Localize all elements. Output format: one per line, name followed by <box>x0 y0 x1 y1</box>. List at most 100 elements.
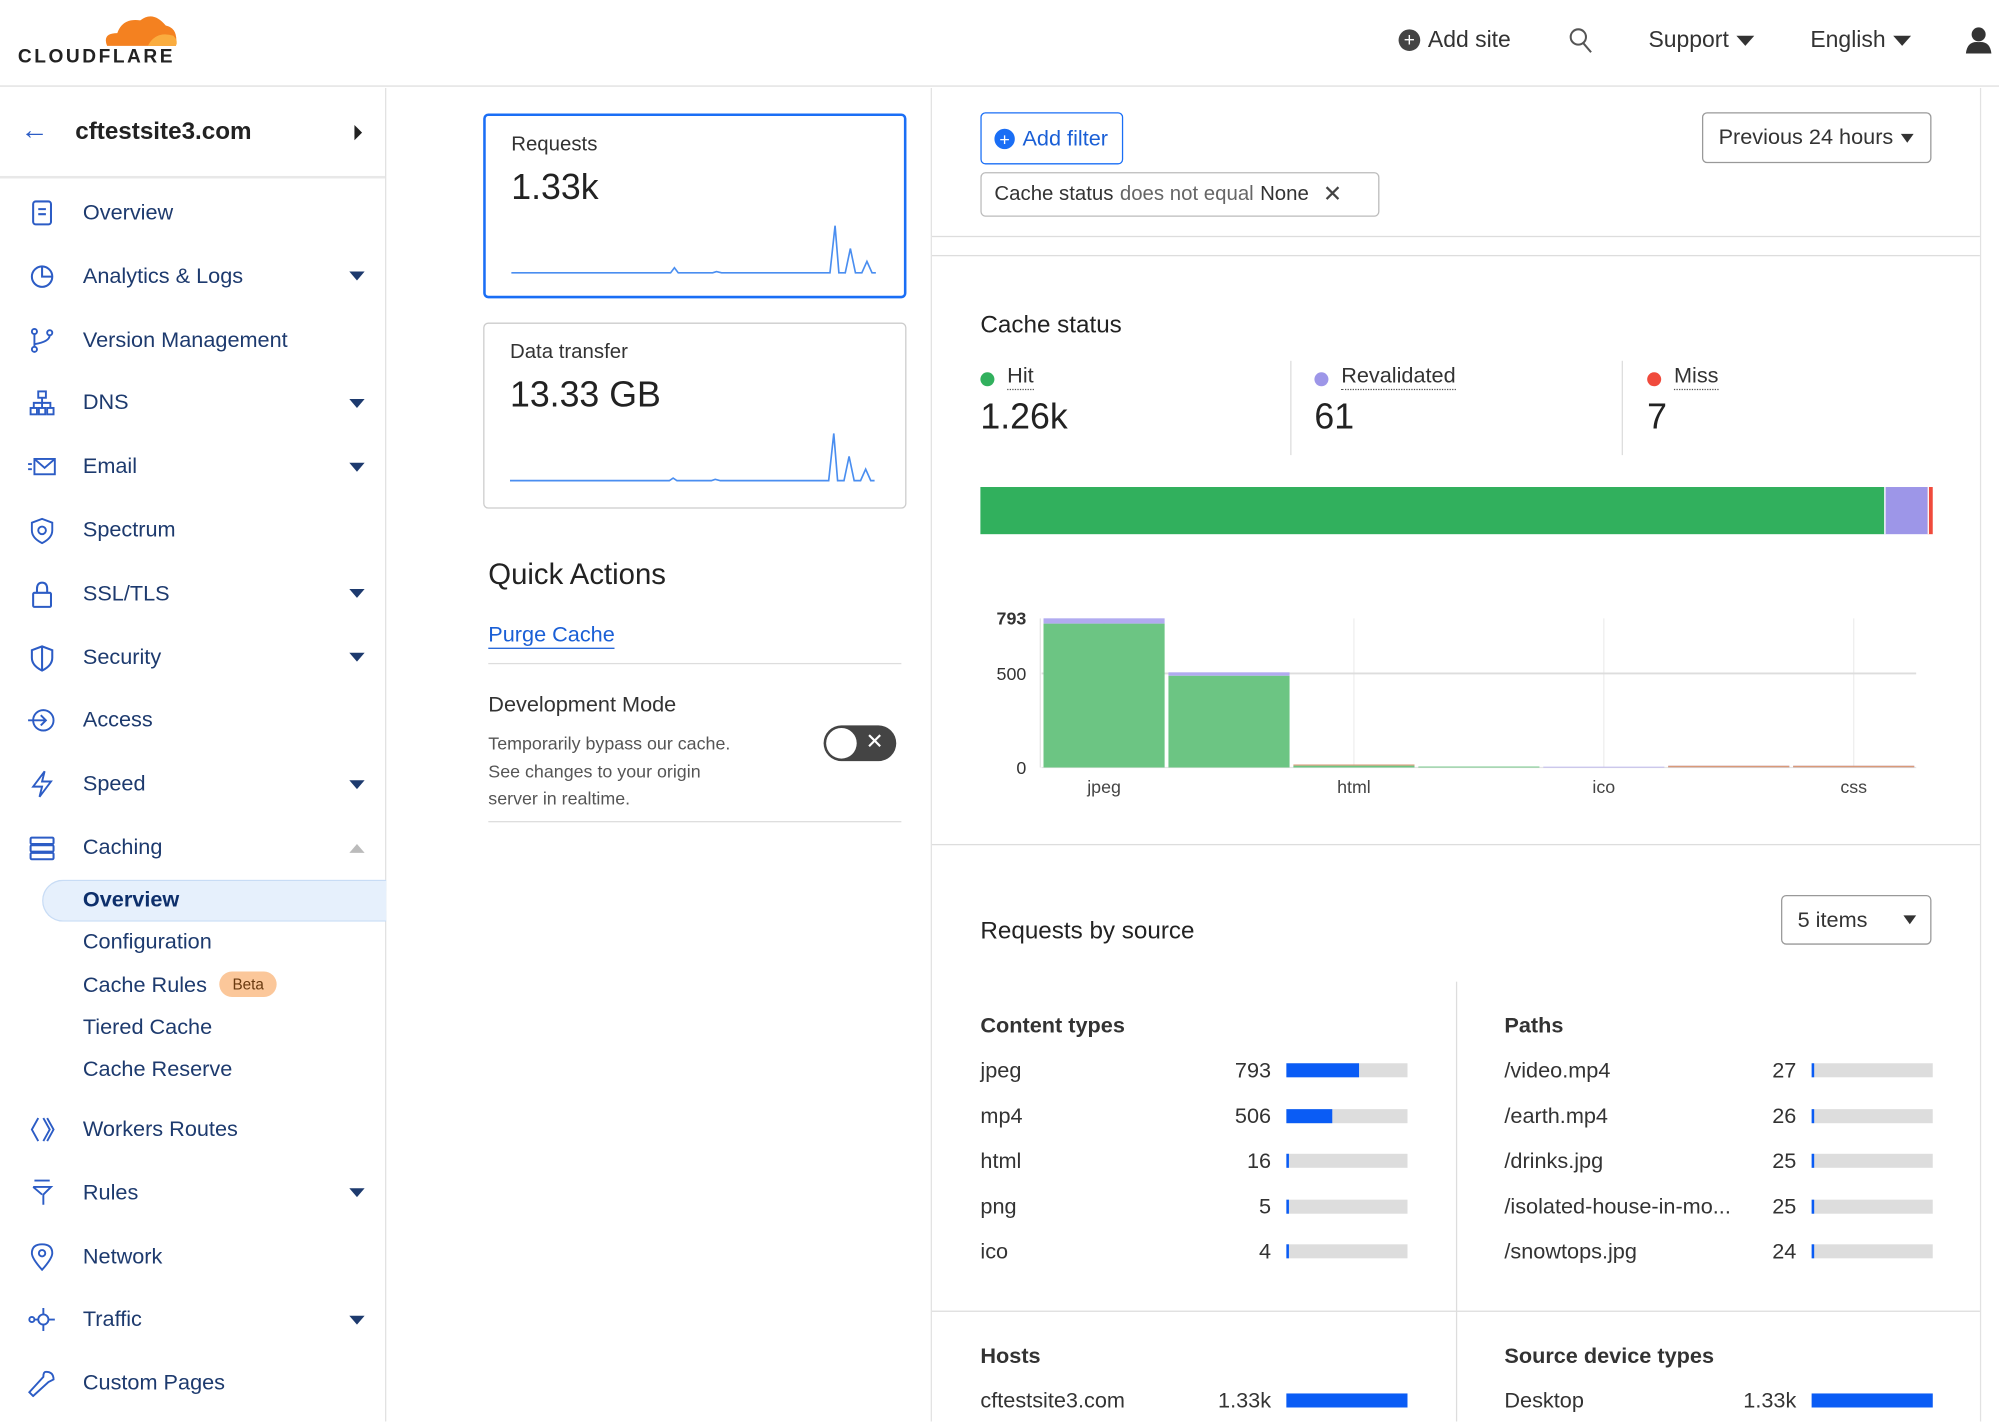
sidebar-item-label: Workers Routes <box>82 1116 238 1142</box>
logo-text[interactable]: CLOUDFLARE <box>17 45 176 68</box>
caret-down-icon[interactable] <box>349 271 365 281</box>
row-name: /video.mp4 <box>1504 1058 1611 1083</box>
row-bar-fill <box>1286 1108 1333 1123</box>
divider <box>931 1310 1980 1312</box>
sidebar-subitem-cache-reserve[interactable]: Cache Reserve <box>83 1057 232 1082</box>
user-icon[interactable] <box>1965 25 1993 56</box>
beta-badge: Beta <box>219 970 277 997</box>
requests-value: 1.33k <box>511 167 599 207</box>
requests-card[interactable]: Requests 1.33k <box>483 113 907 299</box>
sidebar-item-label: Traffic <box>82 1307 142 1332</box>
shield-gear-icon <box>30 517 54 545</box>
row-bar-fill <box>1286 1063 1360 1078</box>
add-site-button[interactable]: + Add site <box>1398 26 1511 54</box>
divider <box>1290 360 1292 456</box>
dev-mode-desc-line: Temporarily bypass our cache. <box>488 733 731 754</box>
caret-down-icon[interactable] <box>349 462 365 472</box>
back-arrow-icon[interactable]: ← <box>20 113 49 146</box>
divider <box>931 843 1980 846</box>
row-value: 4 <box>1259 1239 1272 1264</box>
row-name: jpeg <box>980 1058 1022 1083</box>
items-count-value: 5 items <box>1797 907 1868 932</box>
sidebar-item-dns[interactable]: DNS <box>0 378 385 429</box>
sidebar-item-caching[interactable]: Caching <box>0 822 385 873</box>
sidebar-item-ssl-tls[interactable]: SSL/TLS <box>0 568 385 619</box>
sidebar-item-network[interactable]: Network <box>0 1231 385 1282</box>
dev-mode-desc-line: server in realtime. <box>488 787 631 809</box>
row-bar <box>1811 1108 1933 1123</box>
sidebar-item-label: Email <box>82 454 138 479</box>
sidebar-item-traffic[interactable]: Traffic <box>0 1295 385 1346</box>
sidebar-item-version-management[interactable]: Version Management <box>0 314 385 365</box>
row-name: /drinks.jpg <box>1504 1148 1604 1173</box>
time-range-value: Previous 24 hours <box>1718 124 1894 150</box>
cloudflare-logo-icon[interactable] <box>97 8 181 49</box>
language-menu[interactable]: English <box>1810 27 1912 54</box>
caret-right-icon[interactable] <box>354 124 363 141</box>
items-count-select[interactable]: 5 items <box>1781 894 1932 945</box>
row-bar-fill <box>1286 1244 1289 1259</box>
add-site-label: Add site <box>1427 26 1511 53</box>
caret-down-icon[interactable] <box>349 589 365 599</box>
server-stack-icon <box>29 836 55 861</box>
row-bar <box>1811 1244 1933 1259</box>
bar-jpeg-revalidated <box>1043 618 1165 624</box>
dev-mode-toggle[interactable]: ✕ <box>823 725 897 762</box>
sidebar-item-analytics-logs[interactable]: Analytics & Logs <box>0 251 385 302</box>
row-value: 1.33k <box>1743 1388 1797 1413</box>
caret-down-icon[interactable] <box>349 1188 365 1198</box>
data-transfer-label: Data transfer <box>509 341 628 364</box>
sidebar-item-spectrum[interactable]: Spectrum <box>0 505 385 556</box>
legend-label: Revalidated <box>1341 363 1456 391</box>
add-filter-button[interactable]: + Add filter <box>980 112 1124 165</box>
remove-filter-icon[interactable]: ✕ <box>1322 181 1343 207</box>
plus-circle-icon: + <box>1398 29 1421 51</box>
data-transfer-card[interactable]: Data transfer 13.33 GB <box>483 322 907 509</box>
sidebar-subitem-tiered-cache[interactable]: Tiered Cache <box>83 1015 212 1040</box>
envelope-icon <box>28 458 56 476</box>
sidebar-item-label: Analytics & Logs <box>82 263 244 288</box>
sidebar-item-label: Speed <box>82 771 146 796</box>
bar-css-miss <box>1793 765 1915 768</box>
subitem-label: Overview <box>82 887 180 912</box>
site-selector[interactable]: ← cftestsite3.com <box>0 88 386 179</box>
purge-cache-link[interactable]: Purge Cache <box>488 622 615 649</box>
divider <box>931 235 1980 257</box>
sidebar-item-security[interactable]: Security <box>0 632 385 683</box>
bar-html-miss <box>1293 764 1415 766</box>
x-tick-label: ico <box>1592 777 1615 797</box>
pie-chart-icon <box>30 265 54 288</box>
requests-sparkline <box>511 225 876 274</box>
caret-down-icon[interactable] <box>349 1315 365 1325</box>
sidebar-item-workers-routes[interactable]: Workers Routes <box>0 1104 385 1155</box>
sidebar-subitem-cache-rules[interactable]: Cache Rules Beta <box>83 970 277 997</box>
sidebar-item-label: Custom Pages <box>82 1370 226 1395</box>
sidebar: ← cftestsite3.com Overview Analytics & Lo… <box>0 87 387 1422</box>
traffic-icon <box>28 1308 55 1332</box>
hosts-title: Hosts <box>980 1343 1041 1368</box>
legend-dot <box>1314 372 1329 387</box>
caret-down-icon[interactable] <box>349 398 365 408</box>
caret-up-icon[interactable] <box>349 843 365 853</box>
sidebar-item-custom-pages[interactable]: Custom Pages <box>0 1358 385 1409</box>
row-bar-fill <box>1811 1153 1815 1168</box>
sidebar-item-label: SSL/TLS <box>82 581 170 606</box>
time-range-select[interactable]: Previous 24 hours <box>1701 112 1932 164</box>
sidebar-item-speed[interactable]: Speed <box>0 759 385 810</box>
caret-down-icon[interactable] <box>349 652 365 662</box>
filter-chip[interactable]: Cache status does not equal None ✕ <box>980 172 1380 217</box>
row-value: 27 <box>1772 1058 1797 1083</box>
caret-down-icon[interactable] <box>349 779 365 789</box>
row-name: /earth.mp4 <box>1504 1103 1608 1128</box>
sidebar-item-access[interactable]: Access <box>0 695 385 746</box>
search-icon[interactable] <box>1568 27 1593 55</box>
legend-value: 1.26k <box>980 396 1068 437</box>
sidebar-item-overview[interactable]: Overview <box>0 187 385 238</box>
sidebar-subitem-overview[interactable]: Overview <box>83 887 179 912</box>
sidebar-item-rules[interactable]: Rules <box>0 1168 385 1219</box>
row-value: 25 <box>1772 1193 1797 1219</box>
sidebar-subitem-configuration[interactable]: Configuration <box>83 930 212 955</box>
support-menu[interactable]: Support <box>1648 27 1755 54</box>
row-name: /snowtops.jpg <box>1504 1239 1637 1264</box>
sidebar-item-email[interactable]: Email <box>0 441 385 492</box>
